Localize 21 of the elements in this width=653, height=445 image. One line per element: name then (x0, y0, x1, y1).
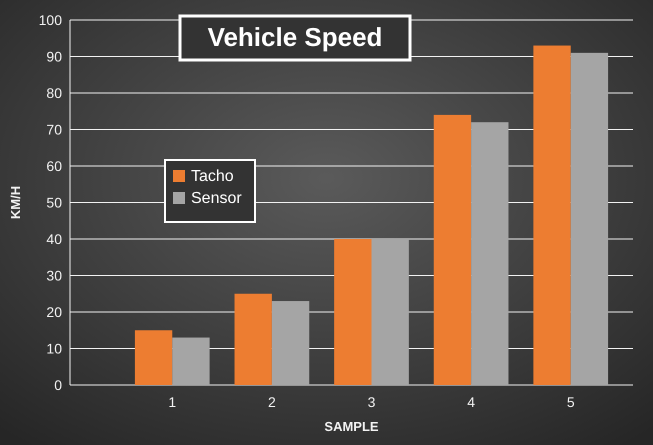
y-tick-label: 80 (46, 84, 62, 101)
y-tick-label: 60 (46, 158, 62, 174)
x-tick-label: 5 (566, 394, 575, 410)
chart-title: Vehicle Speed (208, 22, 382, 52)
x-tick-label: 4 (467, 394, 476, 410)
y-tick-label: 30 (46, 267, 62, 284)
y-tick-label: 10 (46, 340, 62, 356)
legend-label: Tacho (191, 168, 234, 185)
y-tick-label: 70 (46, 121, 62, 138)
x-tick-label: 1 (168, 394, 176, 410)
y-tick-label: 100 (38, 12, 62, 28)
x-tick-label: 2 (268, 394, 276, 410)
y-axis-title: KM/H (8, 186, 23, 220)
y-tick-label: 0 (54, 376, 62, 393)
y-tick-label: 90 (46, 48, 62, 64)
legend-label: Sensor (191, 190, 242, 207)
y-tick-label: 20 (46, 304, 62, 320)
x-axis-title: SAMPLE (324, 419, 379, 434)
y-tick-label: 40 (46, 230, 62, 247)
x-tick-label: 3 (368, 394, 376, 410)
y-tick-label: 50 (46, 194, 62, 210)
